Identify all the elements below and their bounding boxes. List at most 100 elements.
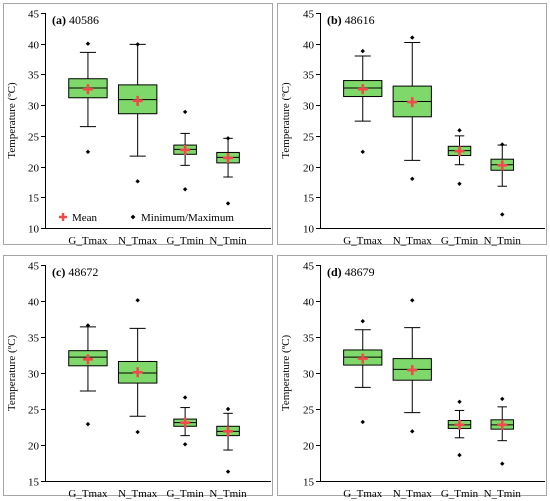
box-g-tmin bbox=[173, 109, 197, 192]
y-tick-label: 30 bbox=[303, 101, 315, 113]
x-tick-label: N_Tmax bbox=[118, 488, 158, 500]
y-tick-label: 15 bbox=[303, 193, 315, 205]
min-marker bbox=[182, 442, 188, 447]
max-marker bbox=[457, 128, 462, 133]
max-marker bbox=[457, 399, 462, 404]
station-id: 48679 bbox=[342, 265, 375, 279]
x-tick-label: G_Tmin bbox=[441, 488, 479, 500]
panel-frame bbox=[3, 3, 273, 245]
y-tick-label: 40 bbox=[303, 297, 315, 309]
min-marker bbox=[360, 419, 365, 425]
y-tick-label: 35 bbox=[28, 333, 40, 345]
panel-title: (d) 48679 bbox=[327, 265, 375, 279]
mean-marker bbox=[454, 419, 465, 430]
y-tick-label: 35 bbox=[303, 70, 315, 82]
panel-label: (b) bbox=[327, 13, 342, 27]
box-g-tmin bbox=[447, 128, 472, 186]
legend: Mean Minimum/Maximum bbox=[59, 212, 234, 224]
mean-marker bbox=[82, 84, 93, 95]
y-tick-label: 40 bbox=[303, 40, 315, 52]
box-n-tmax bbox=[392, 35, 432, 182]
box-n-tmin bbox=[490, 142, 514, 217]
min-marker bbox=[135, 179, 140, 184]
max-marker bbox=[500, 142, 505, 147]
mean-marker bbox=[223, 152, 234, 163]
chart-panel-4: 15 20 25 30 35 40 45 Temperature (ºC) (d) 48679 G… bbox=[277, 255, 547, 500]
min-marker bbox=[225, 469, 231, 474]
max-marker bbox=[85, 41, 91, 46]
y-tick-label: 25 bbox=[28, 405, 40, 417]
panel-label: (a) bbox=[52, 13, 66, 27]
y-tick-label: 25 bbox=[28, 132, 40, 144]
mean-marker bbox=[497, 419, 508, 430]
x-tick-label: G_Tmax bbox=[343, 235, 383, 247]
box-n-tmin bbox=[216, 136, 240, 206]
box-n-tmax bbox=[117, 42, 158, 184]
chart-panel-1: 10 15 20 25 30 35 40 45 Temperature (ºC) (a) 4058… bbox=[3, 3, 273, 247]
max-marker bbox=[410, 298, 415, 303]
max-marker bbox=[135, 42, 140, 47]
max-marker bbox=[135, 298, 140, 303]
y-tick-label: 20 bbox=[303, 163, 315, 175]
y-tick-label: 15 bbox=[28, 193, 40, 205]
x-tick-label: N_Tmin bbox=[209, 488, 247, 500]
x-tick-label: N_Tmin bbox=[484, 235, 522, 247]
panel-title: (c) 48672 bbox=[52, 265, 98, 279]
min-marker bbox=[85, 149, 91, 155]
min-marker bbox=[500, 212, 505, 217]
y-tick-label: 20 bbox=[28, 163, 40, 175]
min-marker bbox=[457, 181, 462, 186]
max-marker bbox=[360, 48, 365, 54]
panel-title: (a) 40586 bbox=[52, 13, 99, 27]
y-tick-label: 30 bbox=[303, 369, 315, 381]
y-tick-label: 40 bbox=[28, 40, 40, 52]
y-tick-label: 25 bbox=[303, 405, 315, 417]
box-g-tmin bbox=[447, 399, 472, 458]
x-tick-label: N_Tmax bbox=[118, 235, 158, 247]
box-g-tmin bbox=[173, 395, 197, 447]
legend-mean-marker bbox=[59, 213, 67, 221]
max-marker bbox=[225, 406, 231, 412]
y-tick-label: 40 bbox=[28, 297, 40, 309]
box-g-tmax bbox=[68, 41, 108, 155]
x-tick-label: N_Tmin bbox=[209, 235, 247, 247]
min-marker bbox=[457, 452, 462, 458]
x-tick-label: G_Tmin bbox=[166, 488, 204, 500]
y-tick-label: 20 bbox=[303, 441, 315, 453]
max-marker bbox=[182, 109, 188, 115]
min-marker bbox=[182, 187, 188, 192]
max-marker bbox=[500, 396, 505, 402]
y-tick-label: 45 bbox=[303, 9, 315, 21]
box-n-tmax bbox=[117, 298, 158, 435]
min-marker bbox=[410, 176, 415, 182]
box-n-tmax bbox=[392, 298, 432, 434]
max-marker bbox=[360, 318, 365, 324]
min-marker bbox=[85, 421, 91, 427]
min-marker bbox=[360, 149, 365, 155]
min-marker bbox=[410, 429, 415, 434]
mean-marker bbox=[497, 160, 508, 171]
panel-title: (b) 48616 bbox=[327, 13, 375, 27]
mean-marker bbox=[180, 144, 191, 155]
max-marker bbox=[410, 35, 415, 40]
min-marker bbox=[225, 201, 231, 206]
x-tick-label: G_Tmin bbox=[166, 235, 204, 247]
panel-frame bbox=[277, 255, 547, 496]
y-tick-label: 45 bbox=[28, 261, 40, 273]
y-tick-label: 35 bbox=[28, 70, 40, 82]
mean-marker bbox=[223, 426, 234, 437]
y-tick-label: 45 bbox=[303, 261, 315, 273]
x-tick-label: G_Tmax bbox=[68, 235, 108, 247]
mean-marker bbox=[454, 146, 465, 157]
box-n-tmin bbox=[216, 406, 240, 474]
x-tick-label: N_Tmax bbox=[393, 488, 433, 500]
y-tick-label: 20 bbox=[28, 441, 40, 453]
y-tick-label: 35 bbox=[303, 333, 315, 345]
chart-panel-3: 15 20 25 30 35 40 45 Temperature (ºC) (c) 48672 G… bbox=[3, 255, 273, 500]
y-axis-title: Temperature (ºC) bbox=[280, 335, 292, 412]
mean-marker bbox=[357, 84, 368, 95]
y-tick-label: 10 bbox=[303, 224, 315, 236]
mean-marker bbox=[407, 365, 418, 376]
box-g-tmax bbox=[343, 48, 383, 155]
